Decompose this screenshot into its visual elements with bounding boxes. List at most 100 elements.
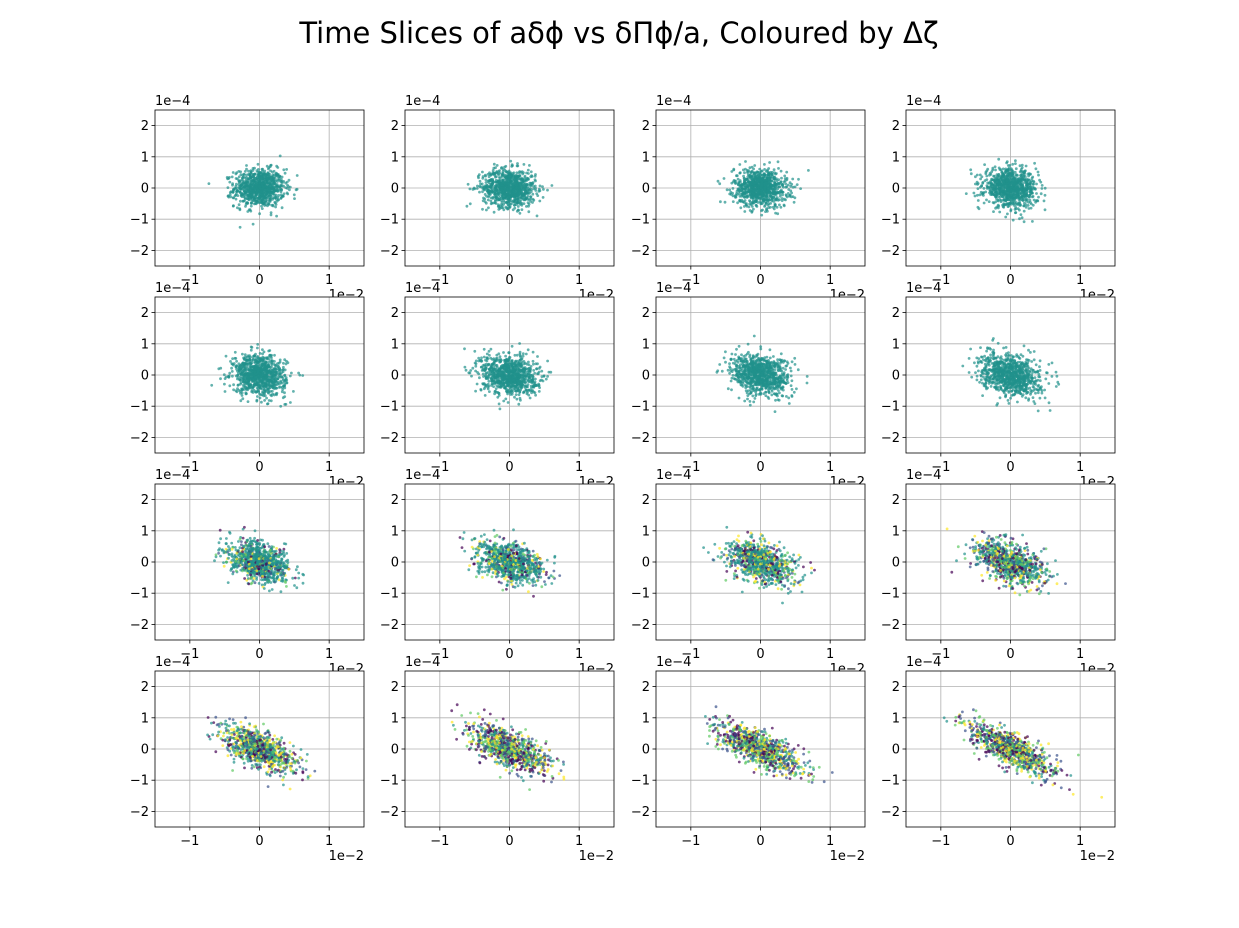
data-point [1028, 182, 1032, 186]
data-point [997, 180, 1001, 184]
data-point [484, 181, 488, 184]
data-point [1040, 187, 1044, 190]
data-point [260, 379, 263, 382]
data-point [983, 163, 986, 167]
data-point [992, 174, 995, 178]
data-point [754, 171, 758, 175]
data-point [247, 369, 251, 372]
data-point [525, 191, 529, 195]
data-point [980, 175, 984, 179]
y-tick-label: −2 [130, 244, 149, 259]
data-point [263, 196, 267, 200]
data-point [245, 164, 248, 167]
data-point [526, 198, 530, 201]
data-point [301, 374, 305, 377]
data-point [1022, 188, 1026, 192]
data-point [490, 201, 494, 205]
data-point [273, 196, 277, 200]
data-point [719, 200, 722, 204]
data-point [758, 172, 762, 176]
data-point [775, 196, 779, 200]
data-point [768, 198, 772, 202]
data-point [769, 183, 773, 187]
data-point [249, 193, 253, 197]
data-point [734, 193, 738, 197]
data-point [482, 347, 486, 351]
data-point [510, 163, 514, 167]
data-point [252, 354, 256, 358]
y-offset-label: 1e−4 [656, 94, 691, 109]
data-point [495, 164, 499, 167]
data-point [767, 167, 771, 170]
data-point [991, 168, 995, 172]
data-point [783, 174, 787, 178]
data-point [807, 169, 810, 172]
x-tick-label: 0 [505, 273, 513, 288]
x-tick-label: 0 [255, 460, 263, 475]
data-point [743, 171, 746, 175]
data-point [766, 209, 769, 213]
data-point [239, 382, 242, 386]
data-point [282, 180, 286, 183]
data-point [241, 397, 245, 401]
data-point [236, 377, 239, 381]
data-point [744, 203, 748, 207]
data-point [763, 186, 767, 189]
data-point [231, 171, 235, 174]
data-point [276, 362, 279, 365]
data-point [283, 358, 287, 362]
data-point [246, 184, 250, 188]
data-point [1017, 189, 1020, 193]
data-point [239, 179, 242, 183]
data-point [739, 206, 743, 210]
data-point [485, 208, 488, 212]
data-point [1043, 208, 1047, 212]
data-point [1020, 196, 1023, 199]
data-point [507, 198, 510, 202]
data-point [468, 202, 472, 206]
y-tick-label: 2 [141, 306, 149, 321]
data-point [292, 390, 295, 393]
data-point [769, 205, 772, 209]
data-point [234, 186, 237, 190]
data-point [997, 166, 1001, 170]
data-point [773, 181, 777, 185]
data-point [274, 205, 277, 209]
data-point [749, 171, 753, 175]
data-point [767, 186, 771, 190]
data-point [229, 360, 232, 363]
data-point [476, 184, 479, 188]
data-point [247, 188, 251, 191]
data-point [731, 200, 735, 204]
data-point [286, 187, 289, 190]
data-point [227, 195, 231, 199]
data-point [295, 174, 299, 177]
data-point [230, 370, 234, 373]
data-point [489, 199, 493, 203]
data-point [1039, 192, 1043, 196]
data-point [996, 199, 1000, 203]
data-point [976, 199, 980, 202]
data-point [755, 175, 759, 179]
data-point [266, 177, 269, 181]
data-point [255, 199, 258, 203]
data-point [483, 394, 487, 397]
data-point [250, 190, 253, 194]
data-point [764, 178, 768, 181]
data-point [265, 387, 269, 391]
data-point [772, 195, 776, 199]
data-point [280, 188, 283, 191]
data-point [758, 176, 762, 180]
data-point [778, 203, 781, 207]
y-tick-label: 0 [141, 182, 149, 197]
data-point [246, 180, 250, 184]
data-point [258, 201, 261, 205]
y-tick-label: 1 [892, 150, 900, 165]
data-point [480, 182, 484, 186]
data-point [1011, 173, 1015, 177]
data-point [1010, 185, 1014, 189]
data-point [761, 192, 765, 195]
data-point [269, 211, 273, 215]
data-point [1002, 177, 1006, 181]
data-point [743, 210, 747, 213]
